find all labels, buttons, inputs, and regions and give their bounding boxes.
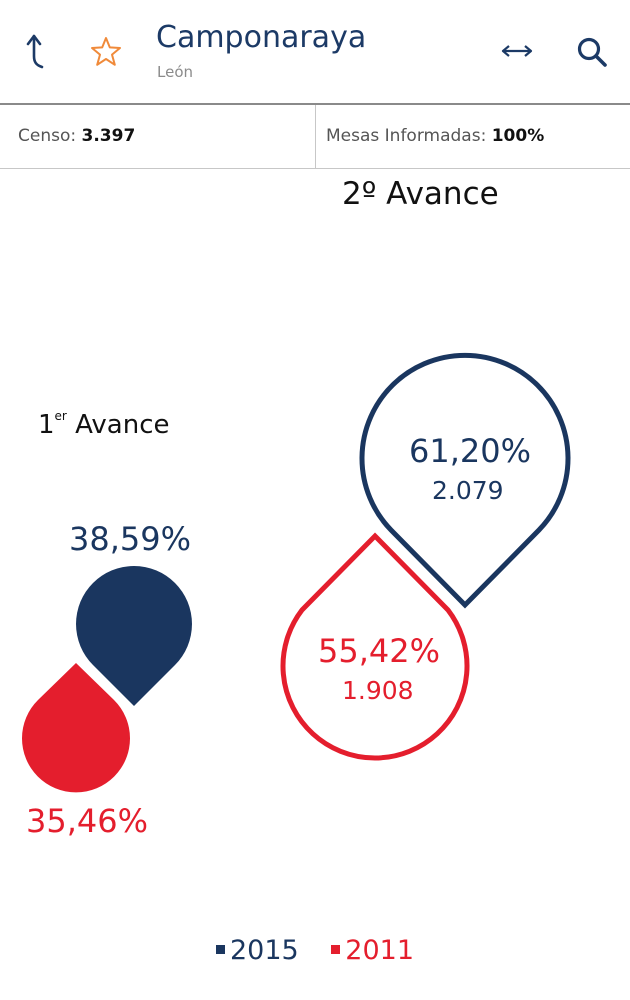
censo-label: Censo:	[18, 126, 77, 146]
mesas-value: 100%	[491, 126, 545, 146]
first-2015-percent: 38,59%	[69, 520, 192, 558]
legend-swatch-2011	[331, 945, 341, 954]
drop-2011-second	[280, 532, 470, 761]
legend-swatch-2015	[215, 945, 225, 954]
drop-2011-first	[22, 663, 130, 793]
legend: 2015 2011	[0, 935, 630, 966]
second-2015-percent: 61,20%	[409, 432, 532, 470]
censo-stat: Censo: 3.397	[18, 105, 135, 168]
first-avance-heading: 1er Avance	[38, 409, 170, 440]
mesas-label: Mesas Informadas:	[326, 126, 487, 146]
second-avance-heading: 2º Avance	[342, 176, 499, 212]
first-avance-num: 1	[38, 410, 55, 440]
page-subtitle: León	[157, 63, 194, 81]
second-2011-count: 1.908	[342, 676, 414, 705]
drop-2015-first	[76, 566, 192, 706]
back-arrow-icon[interactable]	[22, 32, 54, 70]
page-title: Camponaraya	[156, 20, 367, 55]
second-2011-percent: 55,42%	[318, 632, 441, 670]
app-header: Camponaraya León	[0, 0, 630, 105]
first-avance-text: Avance	[75, 410, 170, 440]
first-2011-percent: 35,46%	[26, 802, 149, 840]
mesas-stat: Mesas Informadas: 100%	[326, 105, 544, 168]
second-2015-count: 2.079	[432, 476, 504, 505]
legend-label-2015: 2015	[229, 935, 299, 966]
legend-label-2011: 2011	[345, 935, 415, 966]
legend-item-2011: 2011	[331, 935, 414, 966]
first-avance-sup: er	[54, 409, 67, 424]
legend-item-2015: 2015	[215, 935, 299, 966]
stats-divider	[315, 105, 316, 168]
drop-2015-second	[359, 352, 571, 609]
star-outline-icon[interactable]	[90, 36, 122, 68]
search-icon[interactable]	[576, 36, 608, 68]
expand-horizontal-icon[interactable]	[500, 42, 534, 60]
censo-value: 3.397	[81, 126, 136, 146]
